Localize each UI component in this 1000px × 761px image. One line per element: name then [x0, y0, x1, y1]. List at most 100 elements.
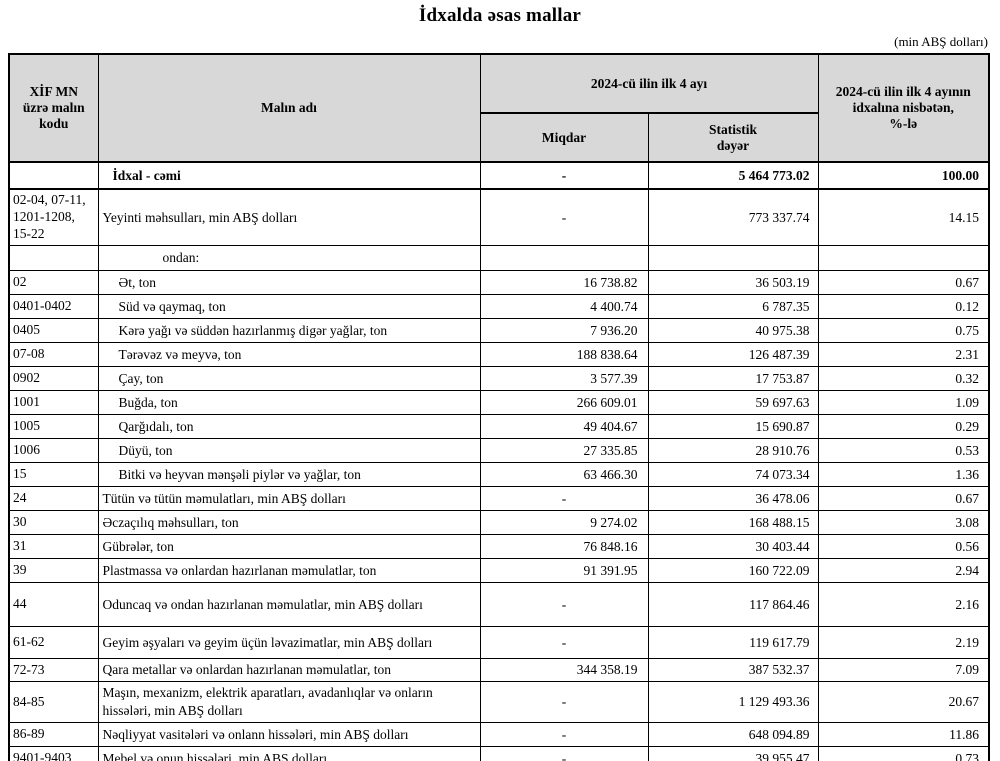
row-value: 387 532.37 — [647, 658, 819, 682]
table-row: 44 Oduncaq və ondan hazırlanan məmulatla… — [8, 582, 990, 627]
row-quantity: - — [479, 582, 649, 627]
row-quantity: 3 577.39 — [479, 366, 649, 391]
table-row: 0401-0402 Süd və qaymaq, ton 4 400.74 6 … — [8, 294, 990, 319]
row-quantity: 188 838.64 — [479, 342, 649, 367]
row-value: 168 488.15 — [647, 510, 819, 535]
page-title: İdxalda əsas mallar — [418, 5, 582, 26]
table-row: 15 Bitki və heyvan mənşəli piylər və yağ… — [8, 462, 990, 487]
table-row: 39 Plastmassa və onlardan hazırlanan məm… — [8, 558, 990, 583]
row-code: 1006 — [8, 438, 99, 463]
col-header-name: Malın adı — [97, 53, 481, 163]
row-value: 648 094.89 — [647, 722, 819, 747]
row-code: 0405 — [8, 318, 99, 343]
row-value: 773 337.74 — [647, 188, 819, 246]
row-share: 14.15 — [817, 188, 990, 246]
col-header-period: 2024-cü ilin ilk 4 ayı — [479, 53, 819, 114]
row-share: 2.31 — [817, 342, 990, 367]
row-value: 117 864.46 — [647, 582, 819, 627]
row-share: 7.09 — [817, 658, 990, 682]
row-share: 0.73 — [817, 746, 990, 761]
row-name: Qarğıdalı, ton — [97, 414, 481, 439]
table-header: XİF MN üzrə malın kodu Malın adı 2024-cü… — [8, 53, 990, 163]
row-share: 2.16 — [817, 582, 990, 627]
table-row: 86-89 Nəqliyyat vasitələri və onlann his… — [8, 722, 990, 747]
table-row: 24 Tütün və tütün məmulatları, min ABŞ d… — [8, 486, 990, 511]
table-row: 0902 Çay, ton 3 577.39 17 753.87 0.32 — [8, 366, 990, 391]
row-share: 1.09 — [817, 390, 990, 415]
row-share: 2.94 — [817, 558, 990, 583]
row-name: Əczaçılıq məhsulları, ton — [97, 510, 481, 535]
row-name: ondan: — [97, 245, 481, 271]
table-row: 07-08 Tərəvəz və meyvə, ton 188 838.64 1… — [8, 342, 990, 367]
row-name: Bitki və heyvan mənşəli piylər və yağlar… — [97, 462, 481, 487]
table-body: İdxal - cəmi - 5 464 773.02 100.00 02-04… — [8, 161, 990, 761]
row-name: Buğda, ton — [97, 390, 481, 415]
row-value: 119 617.79 — [647, 626, 819, 659]
row-code: 07-08 — [8, 342, 99, 367]
table-row: 02 Ət, ton 16 738.82 36 503.19 0.67 — [8, 270, 990, 295]
row-value: 1 129 493.36 — [647, 681, 819, 723]
table-row: 1006 Düyü, ton 27 335.85 28 910.76 0.53 — [8, 438, 990, 463]
col-header-value: Statistik dəyər — [647, 112, 819, 163]
row-quantity: 63 466.30 — [479, 462, 649, 487]
row-name: Nəqliyyat vasitələri və onlann hissələri… — [97, 722, 481, 747]
row-quantity: - — [479, 188, 649, 246]
row-code: 1001 — [8, 390, 99, 415]
row-share: 2.19 — [817, 626, 990, 659]
row-value: 126 487.39 — [647, 342, 819, 367]
row-code: 72-73 — [8, 658, 99, 682]
row-name: Plastmassa və onlardan hazırlanan məmula… — [97, 558, 481, 583]
header-row-2: Miqdar Statistik dəyər — [9, 112, 989, 163]
row-share: 3.08 — [817, 510, 990, 535]
row-code: 0902 — [8, 366, 99, 391]
imports-table: XİF MN üzrə malın kodu Malın adı 2024-cü… — [8, 53, 990, 761]
row-value: 40 975.38 — [647, 318, 819, 343]
row-quantity: 76 848.16 — [479, 534, 649, 559]
row-code: 44 — [8, 582, 99, 627]
row-code: 24 — [8, 486, 99, 511]
row-share — [817, 245, 990, 271]
row-share: 0.32 — [817, 366, 990, 391]
row-value: 74 073.34 — [647, 462, 819, 487]
row-name: Oduncaq və ondan hazırlanan məmulatlar, … — [97, 582, 481, 627]
row-value: 39 955.47 — [647, 746, 819, 761]
col-header-quantity: Miqdar — [479, 112, 649, 163]
row-value: 160 722.09 — [647, 558, 819, 583]
header-row-1: XİF MN üzrə malın kodu Malın adı 2024-cü… — [8, 53, 990, 163]
row-code: 9401-9403 — [8, 746, 99, 761]
row-value: 6 787.35 — [647, 294, 819, 319]
row-quantity: 27 335.85 — [479, 438, 649, 463]
table-row: 61-62 Geyim əşyaları və geyim üçün ləvaz… — [8, 626, 990, 659]
row-code: 84-85 — [8, 681, 99, 723]
row-share: 20.67 — [817, 681, 990, 723]
row-value: 28 910.76 — [647, 438, 819, 463]
table-row: 31 Gübrələr, ton 76 848.16 30 403.44 0.5… — [8, 534, 990, 559]
table-row: 02-04, 07-11, 1201-1208, 15-22 Yeyinti m… — [8, 188, 990, 246]
table-row: 1001 Buğda, ton 266 609.01 59 697.63 1.0… — [8, 390, 990, 415]
row-share: 0.75 — [817, 318, 990, 343]
row-share: 0.56 — [817, 534, 990, 559]
row-quantity: - — [479, 626, 649, 659]
col-header-code: XİF MN üzrə malın kodu — [8, 53, 99, 163]
row-share: 1.36 — [817, 462, 990, 487]
row-quantity: - — [479, 746, 649, 761]
row-value: 17 753.87 — [647, 366, 819, 391]
row-share: 0.53 — [817, 438, 990, 463]
row-value: 36 503.19 — [647, 270, 819, 295]
row-quantity: 4 400.74 — [479, 294, 649, 319]
row-code: 30 — [8, 510, 99, 535]
row-code: 61-62 — [8, 626, 99, 659]
row-share: 11.86 — [817, 722, 990, 747]
row-name: Gübrələr, ton — [97, 534, 481, 559]
row-code — [8, 161, 99, 190]
row-name: Çay, ton — [97, 366, 481, 391]
row-code: 86-89 — [8, 722, 99, 747]
row-name: Geyim əşyaları və geyim üçün ləvazimatla… — [97, 626, 481, 659]
row-share: 0.29 — [817, 414, 990, 439]
table-row-total: İdxal - cəmi - 5 464 773.02 100.00 — [8, 161, 990, 190]
table-row: 72-73 Qara metallar və onlardan hazırlan… — [8, 658, 990, 682]
row-code: 02 — [8, 270, 99, 295]
row-code: 02-04, 07-11, 1201-1208, 15-22 — [8, 188, 99, 246]
row-quantity: - — [479, 681, 649, 723]
